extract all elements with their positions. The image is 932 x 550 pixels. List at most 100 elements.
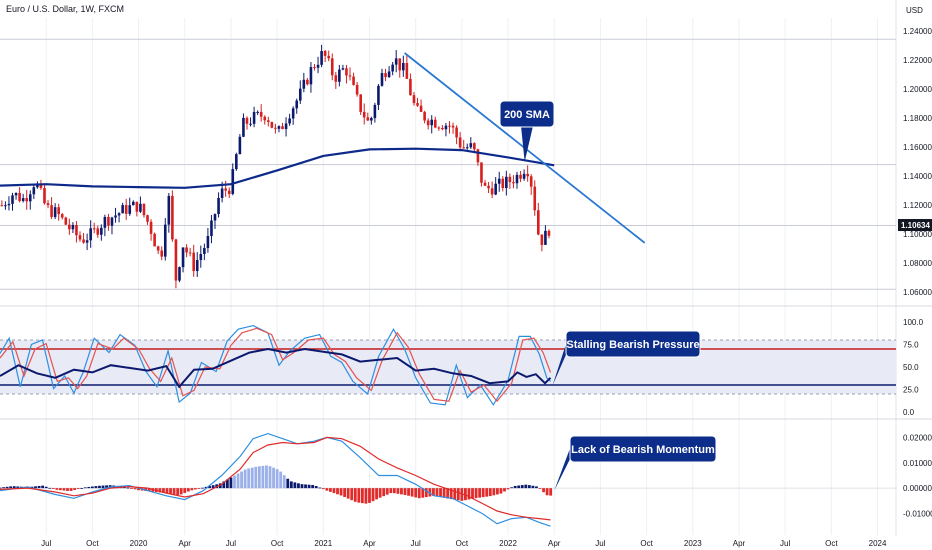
macd-histogram-bar xyxy=(222,481,226,489)
macd-histogram-bar xyxy=(165,488,169,494)
candle-body xyxy=(423,111,426,121)
macd-histogram-bar xyxy=(495,488,499,495)
candle-body xyxy=(508,176,512,183)
macd-histogram-bar xyxy=(321,488,325,490)
candle-body xyxy=(497,178,501,184)
candle-body xyxy=(409,78,412,96)
candle-body xyxy=(103,216,107,228)
macd-histogram-bar xyxy=(169,488,172,494)
macd-histogram-bar xyxy=(9,486,13,489)
oscillator-tick-label: 100.0 xyxy=(903,318,924,327)
macd-histogram-bar xyxy=(293,482,297,489)
macd-histogram-bar xyxy=(76,488,80,490)
stalling-callout-box xyxy=(565,330,701,358)
candle-body xyxy=(437,127,441,129)
time-tick-label: Apr xyxy=(733,539,746,548)
current-price-label: 1.10634 xyxy=(901,221,930,230)
candle-body xyxy=(117,213,121,216)
macd-histogram-bar xyxy=(300,484,304,489)
candle-body xyxy=(384,73,387,78)
candle-body xyxy=(373,104,377,119)
candle-body xyxy=(267,120,270,122)
candle-body xyxy=(540,234,544,245)
macd-histogram-bar xyxy=(268,466,272,489)
momentum-callout-label: Lack of Bearish Momentum xyxy=(571,444,715,456)
candle-body xyxy=(156,246,160,251)
candle-body xyxy=(352,76,355,85)
macd-histogram-bar xyxy=(80,488,84,489)
candle-body xyxy=(231,169,235,194)
macd-histogram-bar xyxy=(439,488,442,498)
candle-body xyxy=(53,207,57,218)
macd-histogram-bar xyxy=(474,488,478,499)
candle-body xyxy=(387,71,391,78)
candle-body xyxy=(92,228,96,230)
candle-body xyxy=(163,224,167,257)
macd-histogram-bar xyxy=(343,488,347,498)
candle-body xyxy=(39,183,43,189)
candle-body xyxy=(21,198,25,201)
candle-body xyxy=(412,95,416,104)
macd-histogram-bar xyxy=(417,488,421,499)
candle-body xyxy=(426,120,430,126)
price-tick-label: 1.24000 xyxy=(903,27,932,36)
oscillator-band xyxy=(0,340,896,394)
macd-histogram-bar xyxy=(254,466,258,489)
macd-histogram-bar xyxy=(531,485,535,489)
macd-histogram-bar xyxy=(499,488,503,494)
macd-tick-label: -0.01000 xyxy=(903,510,932,519)
macd-histogram-bar xyxy=(453,488,457,500)
candle-body xyxy=(391,64,394,72)
macd-histogram-bar xyxy=(304,484,307,489)
candle-body xyxy=(330,58,334,76)
candle-body xyxy=(480,162,483,183)
oscillator-line-stoch-d xyxy=(0,327,552,403)
candle-body xyxy=(57,207,60,215)
candle-body xyxy=(377,85,380,105)
macd-histogram-bar xyxy=(368,488,371,503)
macd-histogram-bar xyxy=(179,488,183,495)
candle-body xyxy=(288,118,291,124)
macd-histogram-bar xyxy=(392,488,396,494)
macd-histogram-bar xyxy=(407,488,410,496)
candle-body xyxy=(316,64,320,68)
macd-histogram-bar xyxy=(34,486,37,489)
oscillator-tick-label: 0.0 xyxy=(903,408,915,417)
currency-label: USD xyxy=(906,6,923,15)
macd-histogram-bar xyxy=(73,488,77,490)
macd-histogram-bar xyxy=(513,485,517,489)
candle-body xyxy=(174,239,178,281)
macd-histogram-bar xyxy=(464,488,467,501)
macd-histogram-bar xyxy=(329,488,332,492)
candle-body xyxy=(526,173,529,177)
time-tick-label: 2021 xyxy=(314,539,332,548)
candle-body xyxy=(181,247,185,268)
macd-histogram-bar xyxy=(98,485,101,489)
candle-body xyxy=(82,239,85,243)
candle-body xyxy=(46,203,50,206)
macd-histogram-bar xyxy=(325,488,329,491)
macd-histogram-bar xyxy=(542,488,545,493)
price-tick-label: 1.12000 xyxy=(903,201,932,210)
macd-histogram-bar xyxy=(147,488,151,492)
macd-histogram-bar xyxy=(105,485,108,489)
candle-body xyxy=(462,147,466,149)
candle-body xyxy=(43,188,46,204)
candle-body xyxy=(227,190,231,194)
macd-histogram-bar xyxy=(524,484,528,489)
candle-body xyxy=(298,88,302,101)
momentum-callout-box xyxy=(569,435,717,463)
oscillator-line-stoch-k xyxy=(0,324,551,406)
macd-histogram-bar xyxy=(314,486,318,489)
candle-body xyxy=(68,224,71,230)
candle-body xyxy=(362,111,366,118)
stalling-callout-pointer xyxy=(552,338,568,386)
macd-histogram-bar xyxy=(471,488,474,499)
macd-histogram-bar xyxy=(126,487,130,489)
macd-histogram-bar xyxy=(282,475,286,489)
oscillator-tick-label: 75.0 xyxy=(903,341,919,350)
candle-body xyxy=(89,228,92,241)
macd-histogram-bar xyxy=(83,487,87,489)
macd-histogram-bar xyxy=(58,488,62,491)
